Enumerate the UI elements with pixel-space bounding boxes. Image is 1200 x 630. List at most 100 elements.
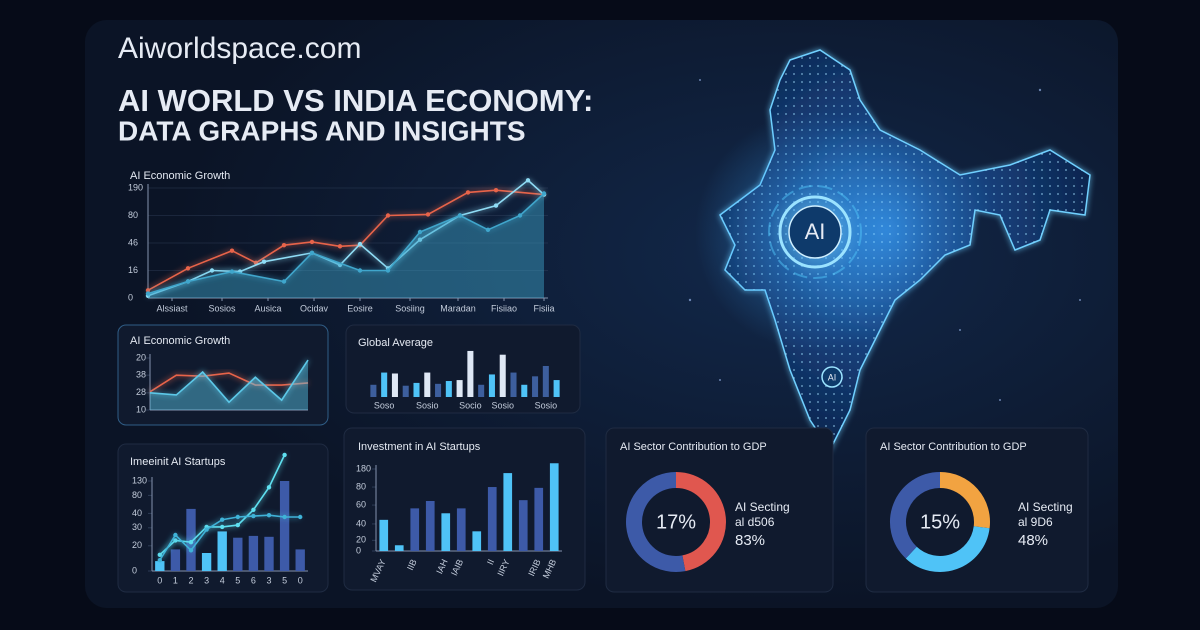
- x-tick-label: 4: [220, 575, 225, 585]
- bar: [155, 561, 165, 571]
- line: [149, 359, 309, 404]
- point: [425, 212, 431, 217]
- point: [229, 248, 235, 253]
- point: [309, 250, 315, 256]
- point: [517, 213, 523, 218]
- y-tick-label: 16: [128, 265, 138, 275]
- x-tick-label: Sosio: [416, 400, 439, 410]
- point: [251, 507, 256, 512]
- y-tick-label: 28: [136, 387, 146, 397]
- point: [209, 268, 215, 273]
- point: [457, 213, 463, 218]
- bar: [472, 531, 482, 551]
- x-tick-label: Fisiia: [533, 303, 554, 313]
- point: [145, 291, 151, 296]
- hub-core: [788, 205, 842, 259]
- point: [337, 244, 343, 249]
- point: [485, 227, 491, 232]
- x-tick-label: 5: [235, 575, 240, 585]
- x-tick-label: Sosiing: [395, 303, 425, 313]
- bar: [413, 382, 420, 397]
- chart-title: Investment in AI Startups: [358, 441, 481, 453]
- donut-segment: [905, 525, 990, 572]
- point: [282, 514, 287, 520]
- point: [145, 288, 151, 293]
- point: [417, 229, 423, 235]
- x-tick-label: 0: [157, 575, 162, 585]
- center-label: 15%: [920, 511, 960, 533]
- point: [220, 524, 225, 530]
- bar: [170, 549, 181, 571]
- chart-title: AI Sector Contribution to GDP: [620, 441, 767, 453]
- y-tick-label: 30: [132, 522, 142, 532]
- point: [357, 268, 363, 273]
- point: [157, 552, 162, 557]
- bar: [499, 354, 506, 397]
- point: [309, 239, 315, 245]
- bar: [394, 545, 404, 551]
- y-tick-label: 0: [132, 565, 137, 575]
- bar: [521, 384, 528, 397]
- x-tick-label: 0: [298, 575, 303, 585]
- point: [235, 514, 240, 520]
- bar: [553, 380, 560, 397]
- bar: [478, 384, 485, 397]
- point: [417, 237, 423, 242]
- x-tick-label: 3: [204, 575, 209, 585]
- x-tick-label: Ocidav: [300, 303, 329, 313]
- small-hub: [821, 366, 843, 388]
- side-label: AI Secting: [1018, 500, 1073, 514]
- point: [229, 269, 235, 274]
- point: [281, 243, 287, 248]
- x-tick-label: Maradan: [440, 303, 476, 313]
- point: [385, 213, 391, 218]
- bar: [488, 374, 495, 397]
- bar: [248, 535, 259, 571]
- x-tick-label: 1: [173, 575, 178, 585]
- bar: [467, 350, 474, 397]
- donut-segment: [626, 472, 686, 572]
- y-tick-label: 80: [128, 210, 138, 220]
- point: [266, 485, 272, 490]
- point: [204, 527, 209, 532]
- y-tick-label: 20: [356, 535, 366, 545]
- donut-segment: [675, 472, 726, 572]
- bar: [381, 372, 388, 397]
- point: [541, 191, 547, 196]
- y-tick-label: 180: [356, 463, 371, 473]
- x-tick-label: IIB: [405, 558, 419, 572]
- bar: [201, 553, 212, 571]
- y-tick-label: 20: [132, 540, 142, 550]
- bar: [402, 385, 409, 397]
- bar: [518, 500, 528, 551]
- chart-title: AI Sector Contribution to GDP: [880, 441, 1027, 453]
- center-label: 17%: [656, 511, 696, 533]
- bar: [441, 513, 451, 551]
- bar: [264, 536, 274, 571]
- point: [173, 532, 178, 538]
- bar: [233, 537, 243, 571]
- point: [251, 513, 256, 519]
- y-tick-label: 60: [356, 499, 366, 509]
- y-tick-label: 0: [128, 292, 133, 302]
- title-line: DATA GRAPHS AND INSIGHTS: [118, 115, 526, 146]
- bar: [379, 519, 389, 551]
- y-tick-label: 80: [132, 490, 142, 500]
- side-label: al d506: [735, 515, 775, 529]
- point: [173, 538, 178, 543]
- x-tick-label: II: [485, 558, 496, 567]
- side-label: al 9D6: [1018, 515, 1053, 529]
- stars: [688, 79, 1081, 401]
- x-tick-label: 3: [266, 575, 271, 585]
- bar: [532, 376, 539, 397]
- bar: [370, 384, 377, 397]
- bar: [435, 383, 442, 397]
- side-label: 48%: [1018, 532, 1048, 549]
- chart-title: AI Economic Growth: [130, 335, 230, 347]
- x-tick-label: 5: [282, 575, 287, 585]
- donut-segment: [890, 472, 941, 559]
- y-tick-label: 20: [136, 352, 146, 362]
- y-tick-label: 46: [128, 237, 138, 247]
- bar: [456, 508, 466, 551]
- point: [281, 279, 287, 284]
